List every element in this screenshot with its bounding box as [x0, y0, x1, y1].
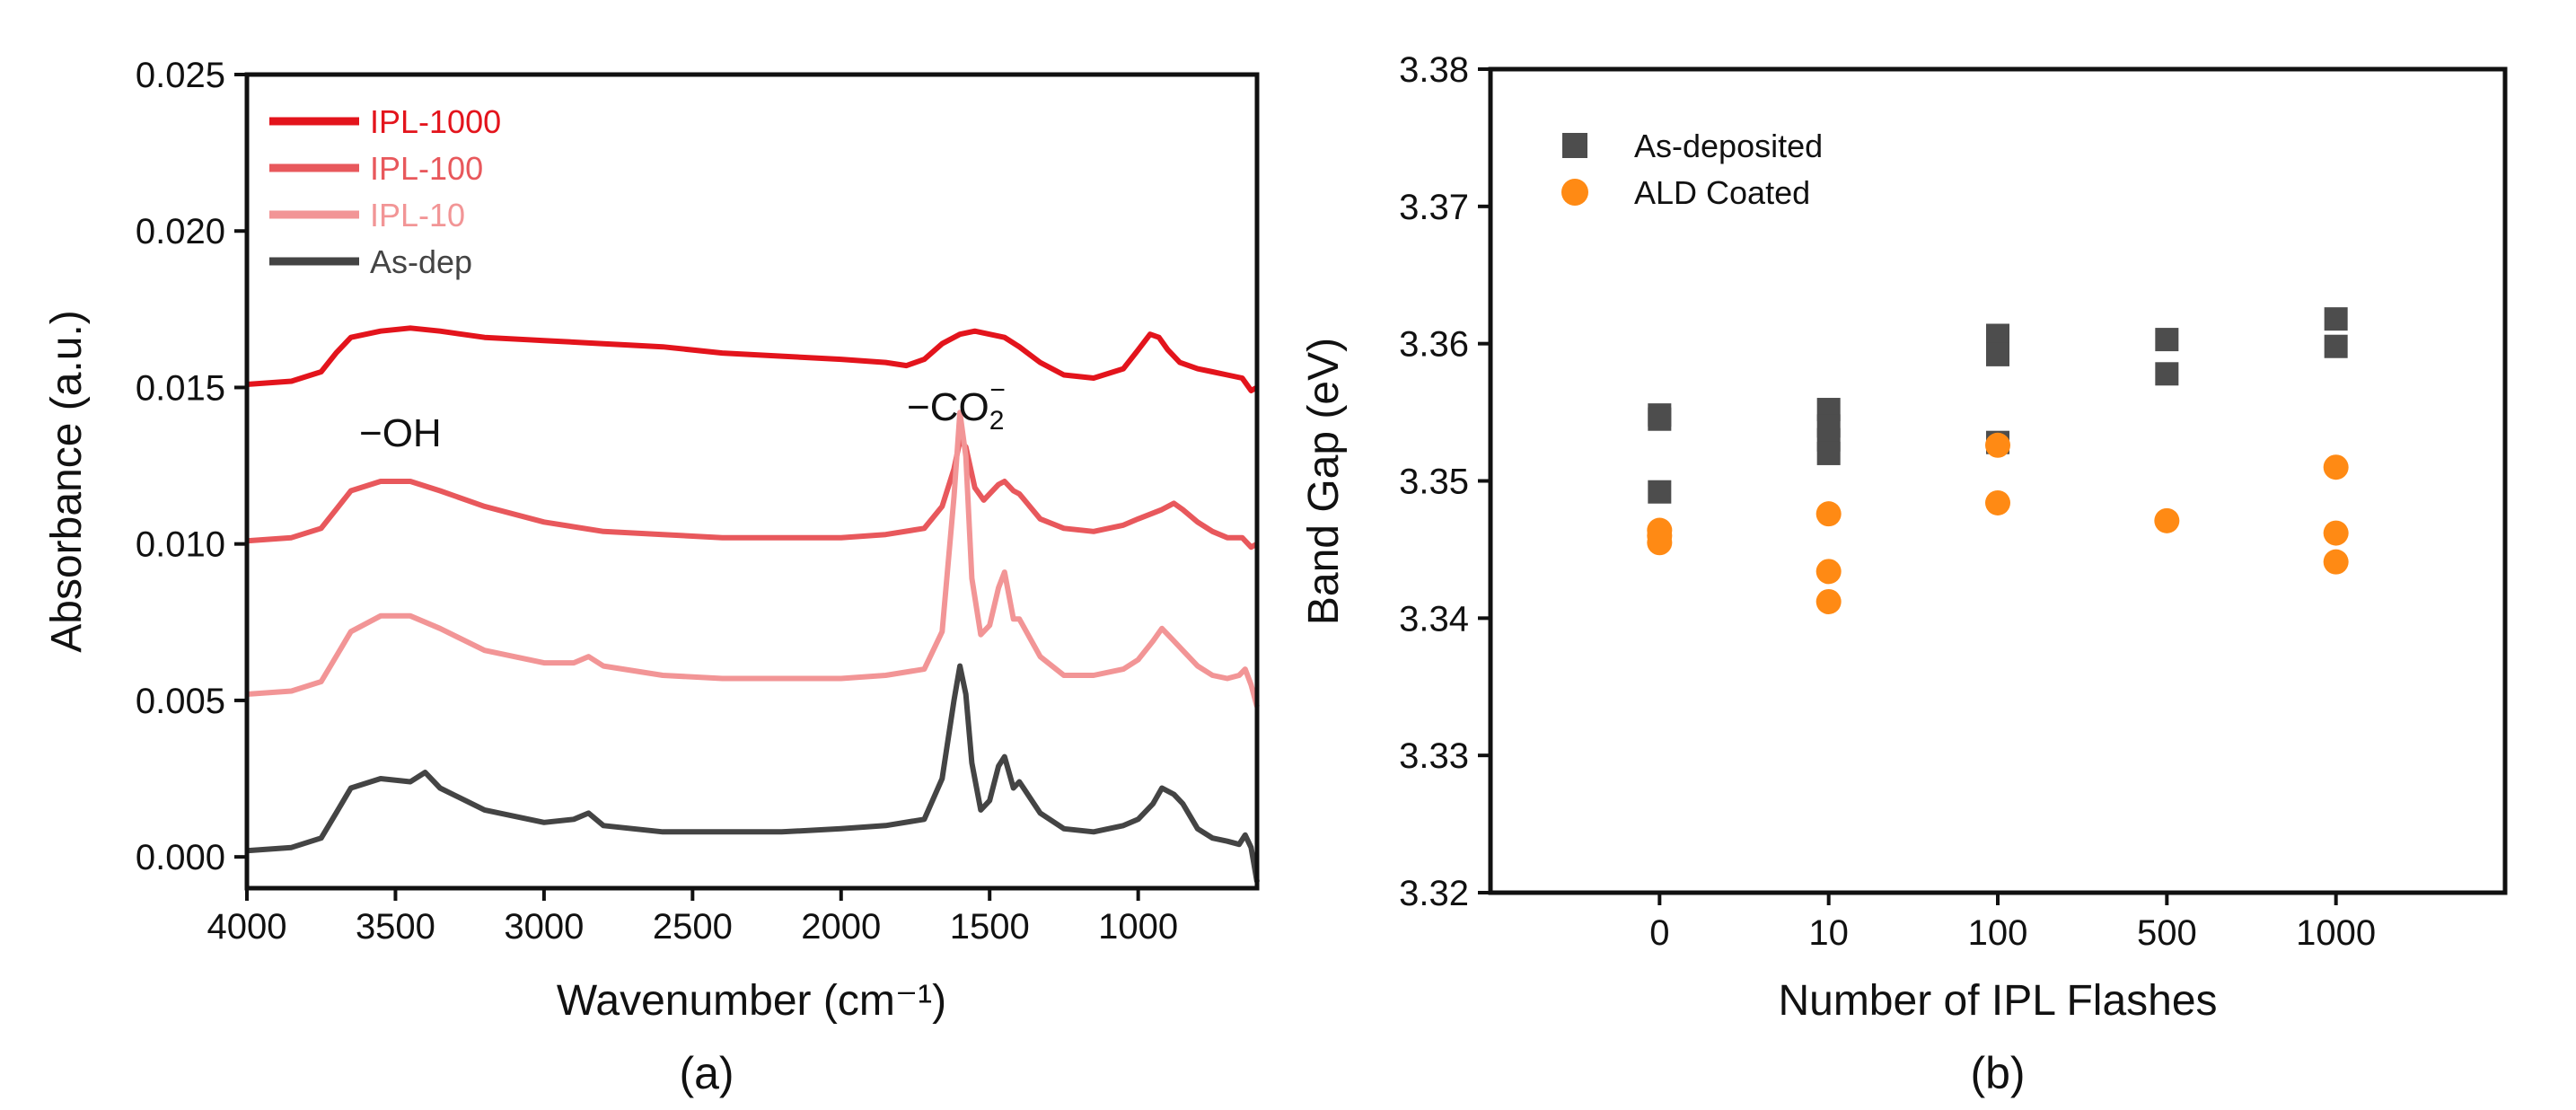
- panel-b-label: (b): [1970, 1048, 2025, 1098]
- panel-b-band-gap: 0 10 100 500 1000 3.323.333.343.353.363.373.…: [1300, 50, 2508, 1098]
- panel-b-legend: As-deposited ALD Coated: [1561, 128, 1823, 211]
- as-deposited-point: [2324, 334, 2348, 358]
- as-deposited-point: [1986, 342, 2009, 366]
- b-x-tick-label: 500: [2137, 913, 2197, 953]
- panel-a-y-ticks: 0.000 0.005 0.010 0.015 0.020 0.025: [136, 56, 247, 877]
- a-x-tick-label: 1000: [1098, 907, 1178, 947]
- ald-coated-point: [1816, 559, 1842, 585]
- as-deposited-point: [1816, 441, 1841, 465]
- legend-swatch-ald-coated: [1561, 179, 1588, 206]
- ald-coated-point: [1985, 489, 2010, 515]
- ald-coated-point: [1647, 530, 1673, 556]
- panel-a-x-ticks: 4000 3500 3000 2500 2000 1500 1000: [207, 888, 1178, 947]
- legend-label-ipl-1000: IPL-1000: [370, 103, 501, 140]
- series-line-as-dep: [246, 663, 1260, 883]
- panel-b-points-group: [1647, 307, 2349, 614]
- a-x-tick-label: 2000: [801, 907, 881, 947]
- as-deposited-point: [2155, 328, 2179, 352]
- oh-annotation: −OH: [359, 411, 442, 455]
- co2-annotation-subscript: 2: [989, 406, 1005, 436]
- b-x-tick-label: 10: [1808, 913, 1849, 953]
- panel-a-legend: IPL-1000 IPL-100 IPL-10 As-dep: [269, 103, 501, 280]
- as-deposited-point: [2324, 307, 2348, 331]
- legend-label-ipl-100: IPL-100: [370, 150, 483, 187]
- b-y-tick-label: 3.36: [1399, 325, 1469, 365]
- ald-coated-point: [1985, 432, 2010, 458]
- ald-coated-point: [2323, 520, 2349, 546]
- panel-a-frame: [244, 72, 1260, 891]
- panel-a-series-group: [246, 325, 1260, 883]
- b-y-tick-label: 3.34: [1399, 599, 1469, 639]
- a-y-tick-label: 0.000: [136, 838, 225, 877]
- b-y-tick-label: 3.37: [1399, 188, 1469, 227]
- b-x-tick-label: 100: [1968, 913, 2028, 953]
- b-y-tick-label: 3.38: [1399, 50, 1469, 90]
- as-deposited-point: [2155, 362, 2179, 386]
- legend-swatch-as-deposited: [1562, 133, 1587, 158]
- a-y-tick-label: 0.010: [136, 525, 225, 565]
- series-line-ipl-100: [246, 437, 1259, 551]
- as-deposited-point: [1648, 407, 1672, 431]
- ald-coated-point: [1816, 501, 1842, 527]
- co2-annotation-superscript: −: [989, 375, 1006, 405]
- panel-b-y-ticks: 3.32 3.33 3.34 3.35 3.36 3.37 3.38: [1399, 50, 1490, 913]
- b-y-tick-label: 3.35: [1399, 462, 1469, 502]
- panel-a-label: (a): [679, 1048, 734, 1098]
- series-line-ipl-10: [246, 410, 1260, 708]
- ald-coated-point: [1816, 588, 1842, 614]
- co2-annotation-base: −CO: [907, 385, 989, 429]
- legend-label-ipl-10: IPL-10: [370, 197, 465, 233]
- a-x-tick-label: 2500: [653, 907, 733, 947]
- panel-a-x-axis-title: Wavenumber (cm⁻¹): [557, 977, 946, 1025]
- panel-a-y-axis-title: Absorbance (a.u.): [43, 310, 91, 653]
- a-x-tick-label: 1500: [950, 907, 1030, 947]
- ald-coated-point: [2323, 549, 2349, 575]
- a-y-tick-label: 0.020: [136, 212, 225, 251]
- panel-b-x-ticks: 0 10 100 500 1000: [1649, 893, 2376, 953]
- a-y-tick-label: 0.025: [136, 56, 225, 95]
- a-x-tick-label: 3500: [356, 907, 435, 947]
- panel-b-x-axis-title: Number of IPL Flashes: [1778, 977, 2217, 1025]
- b-x-tick-label: 1000: [2296, 913, 2376, 953]
- b-y-tick-label: 3.33: [1399, 736, 1469, 776]
- a-x-tick-label: 3000: [504, 907, 584, 947]
- co2-annotation: −CO2−: [907, 375, 1006, 436]
- as-deposited-point: [1648, 480, 1672, 504]
- a-y-tick-label: 0.005: [136, 682, 225, 721]
- panel-a-ir-spectra: 4000 3500 3000 2500 2000 1500 1000 0.0000.0050…: [43, 56, 1260, 1098]
- ald-coated-point: [2323, 454, 2349, 480]
- legend-label-as-dep: As-dep: [370, 243, 472, 280]
- panel-b-y-axis-title: Band Gap (eV): [1300, 338, 1348, 625]
- b-y-tick-label: 3.32: [1399, 874, 1469, 913]
- ald-coated-point: [2154, 507, 2180, 533]
- legend-label-ald-coated: ALD Coated: [1634, 174, 1810, 211]
- series-line-ipl-1000: [246, 325, 1259, 393]
- legend-label-as-deposited: As-deposited: [1634, 128, 1823, 164]
- b-x-tick-label: 0: [1649, 913, 1669, 953]
- a-y-tick-label: 0.015: [136, 368, 225, 408]
- a-x-tick-label: 4000: [207, 907, 287, 947]
